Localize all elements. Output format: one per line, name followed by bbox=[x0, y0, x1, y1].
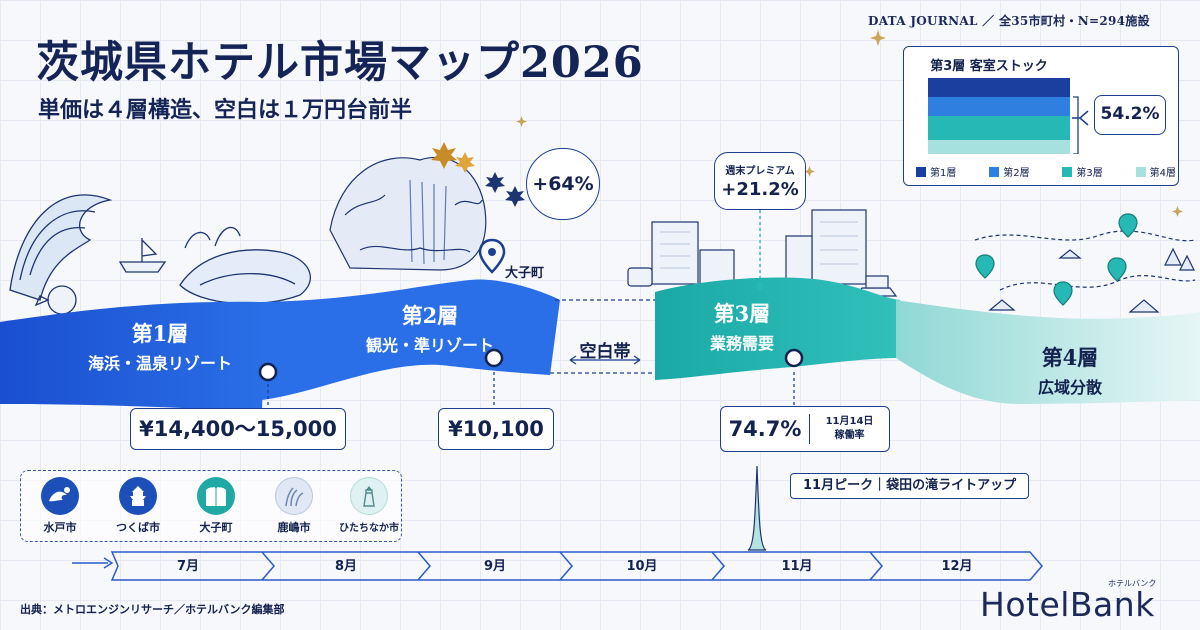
tier1-number: 第1層 bbox=[131, 321, 189, 346]
timeline-month: 9月 bbox=[483, 559, 507, 574]
occupancy-label: 稼働率 bbox=[834, 430, 865, 441]
legend-label: 第4層 bbox=[1149, 168, 1176, 179]
page-subtitle: 単価は４層構造、空白は１万円台前半 bbox=[38, 97, 413, 123]
tier3-number: 第3層 bbox=[713, 301, 771, 326]
city-name: 鹿嶋市 bbox=[277, 521, 311, 534]
credit-line: DATA JOURNAL ／ 全35市町村・N=294施設 bbox=[868, 14, 1150, 28]
timeline-month: 8月 bbox=[334, 559, 358, 574]
place-tag: 大子町 bbox=[505, 266, 545, 281]
tier2-label: 第2層 観光・準リゾート bbox=[340, 300, 520, 356]
legend-item: 第2層 bbox=[989, 164, 1030, 179]
tier4-name: 広域分散 bbox=[1037, 378, 1102, 397]
tier2-band bbox=[262, 279, 560, 400]
timeline-arrow bbox=[72, 551, 1043, 581]
city-item: ひたちなか市 bbox=[337, 477, 401, 534]
lighthouse-icon bbox=[350, 477, 388, 515]
timeline-month: 7月 bbox=[176, 559, 200, 574]
tier2-number: 第2層 bbox=[401, 303, 459, 328]
tier2-price: ¥10,100 bbox=[438, 408, 554, 450]
wave-icon bbox=[41, 477, 79, 515]
stock-segment-tier3 bbox=[928, 116, 1070, 140]
tier1-price: ¥14,400〜15,000 bbox=[130, 408, 346, 450]
stock-stacked-bar bbox=[928, 78, 1070, 154]
logo-subtext: ホテルバンク bbox=[1108, 579, 1157, 588]
tier3-label: 第3層 業務需要 bbox=[662, 298, 822, 354]
tier2-name: 観光・準リゾート bbox=[365, 336, 494, 355]
city-item: 水戸市 bbox=[25, 477, 95, 535]
band-nodes bbox=[258, 348, 804, 382]
tier1-name: 海浜・温泉リゾート bbox=[87, 354, 232, 373]
weekend-premium-callout: 週末プレミアム +21.2% bbox=[714, 152, 806, 210]
tier2-growth-callout: +64% bbox=[526, 148, 600, 220]
legend-label: 第1層 bbox=[930, 168, 957, 179]
city-name: 水戸市 bbox=[43, 521, 77, 534]
sparkle-decorations bbox=[516, 30, 1183, 217]
wave-illustration bbox=[9, 194, 312, 315]
maple-leaves-icon bbox=[431, 142, 525, 207]
stock-share-value: 54.2% bbox=[1094, 95, 1166, 135]
timeline-month: 11月 bbox=[781, 559, 813, 574]
location-pin-icon bbox=[478, 238, 506, 274]
occupancy-date: 11月14日 bbox=[825, 416, 874, 427]
reeds-icon bbox=[275, 477, 313, 515]
gap-band-label: 空白帯 bbox=[579, 342, 631, 362]
page-title: 茨城県ホテル市場マップ2026 bbox=[36, 38, 644, 88]
city-item: 鹿嶋市 bbox=[259, 477, 329, 535]
map-pins bbox=[975, 213, 1138, 306]
tier1-band bbox=[0, 301, 265, 412]
city-item: つくば市 bbox=[103, 477, 173, 535]
countryside-map-illustration bbox=[974, 230, 1196, 313]
source-note: 出典：メトロエンジンリサーチ／ホテルバンク編集部 bbox=[20, 603, 285, 616]
weekend-premium-label: 週末プレミアム bbox=[725, 166, 795, 177]
november-peak-spike bbox=[747, 465, 767, 551]
timeline-month: 10月 bbox=[626, 559, 658, 574]
legend-label: 第2層 bbox=[1003, 168, 1030, 179]
timeline-month: 12月 bbox=[941, 559, 973, 574]
castle-icon bbox=[119, 477, 157, 515]
tier4-label: 第4層 広域分散 bbox=[990, 342, 1150, 398]
occupancy-value: 74.7% bbox=[728, 417, 802, 441]
legend-item: 第3層 bbox=[1062, 164, 1103, 179]
stock-segment-tier4 bbox=[928, 140, 1070, 154]
legend-item: 第4層 bbox=[1135, 164, 1176, 179]
tier1-label: 第1層 海浜・温泉リゾート bbox=[60, 318, 260, 374]
tier3-name: 業務需要 bbox=[709, 334, 774, 353]
occupancy-caption: 11月14日 稼働率 bbox=[810, 415, 889, 443]
tier3-occupancy-box: 74.7% 11月14日 稼働率 bbox=[720, 406, 890, 452]
hotelbank-logo: HotelBank bbox=[980, 585, 1155, 624]
city-item: 大子町 bbox=[181, 477, 251, 535]
city-name: つくば市 bbox=[116, 521, 160, 534]
stock-segment-tier2 bbox=[928, 97, 1070, 116]
tier4-number: 第4層 bbox=[1041, 345, 1099, 370]
peak-annotation: 11月ピーク｜袋田の滝ライトアップ bbox=[790, 473, 1030, 499]
stock-segment-tier1 bbox=[928, 78, 1070, 97]
city-icon-panel: 水戸市 つくば市 大子町 鹿嶋市 ひたちなか市 bbox=[20, 470, 402, 542]
stock-card-title: 第3層 客室ストック bbox=[930, 59, 1048, 74]
callout-node bbox=[756, 282, 764, 290]
tier3-band bbox=[655, 277, 900, 380]
tier4-band bbox=[896, 300, 1200, 404]
weekend-premium-value: +21.2% bbox=[721, 179, 799, 200]
legend-label: 第3層 bbox=[1076, 168, 1103, 179]
room-stock-card: 第3層 客室ストック 54.2% 第1層 第2層 第3層 第4層 bbox=[903, 46, 1179, 186]
stock-bracket bbox=[1072, 96, 1089, 154]
gap-band-outline bbox=[550, 299, 655, 374]
waterfall-icon bbox=[197, 477, 235, 515]
legend-item: 第1層 bbox=[916, 164, 956, 179]
waterfall-illustration bbox=[329, 156, 487, 271]
stock-legend: 第1層 第2層 第3層 第4層 bbox=[916, 164, 1176, 179]
city-name: ひたちなか市 bbox=[339, 523, 399, 534]
city-name: 大子町 bbox=[199, 521, 233, 534]
